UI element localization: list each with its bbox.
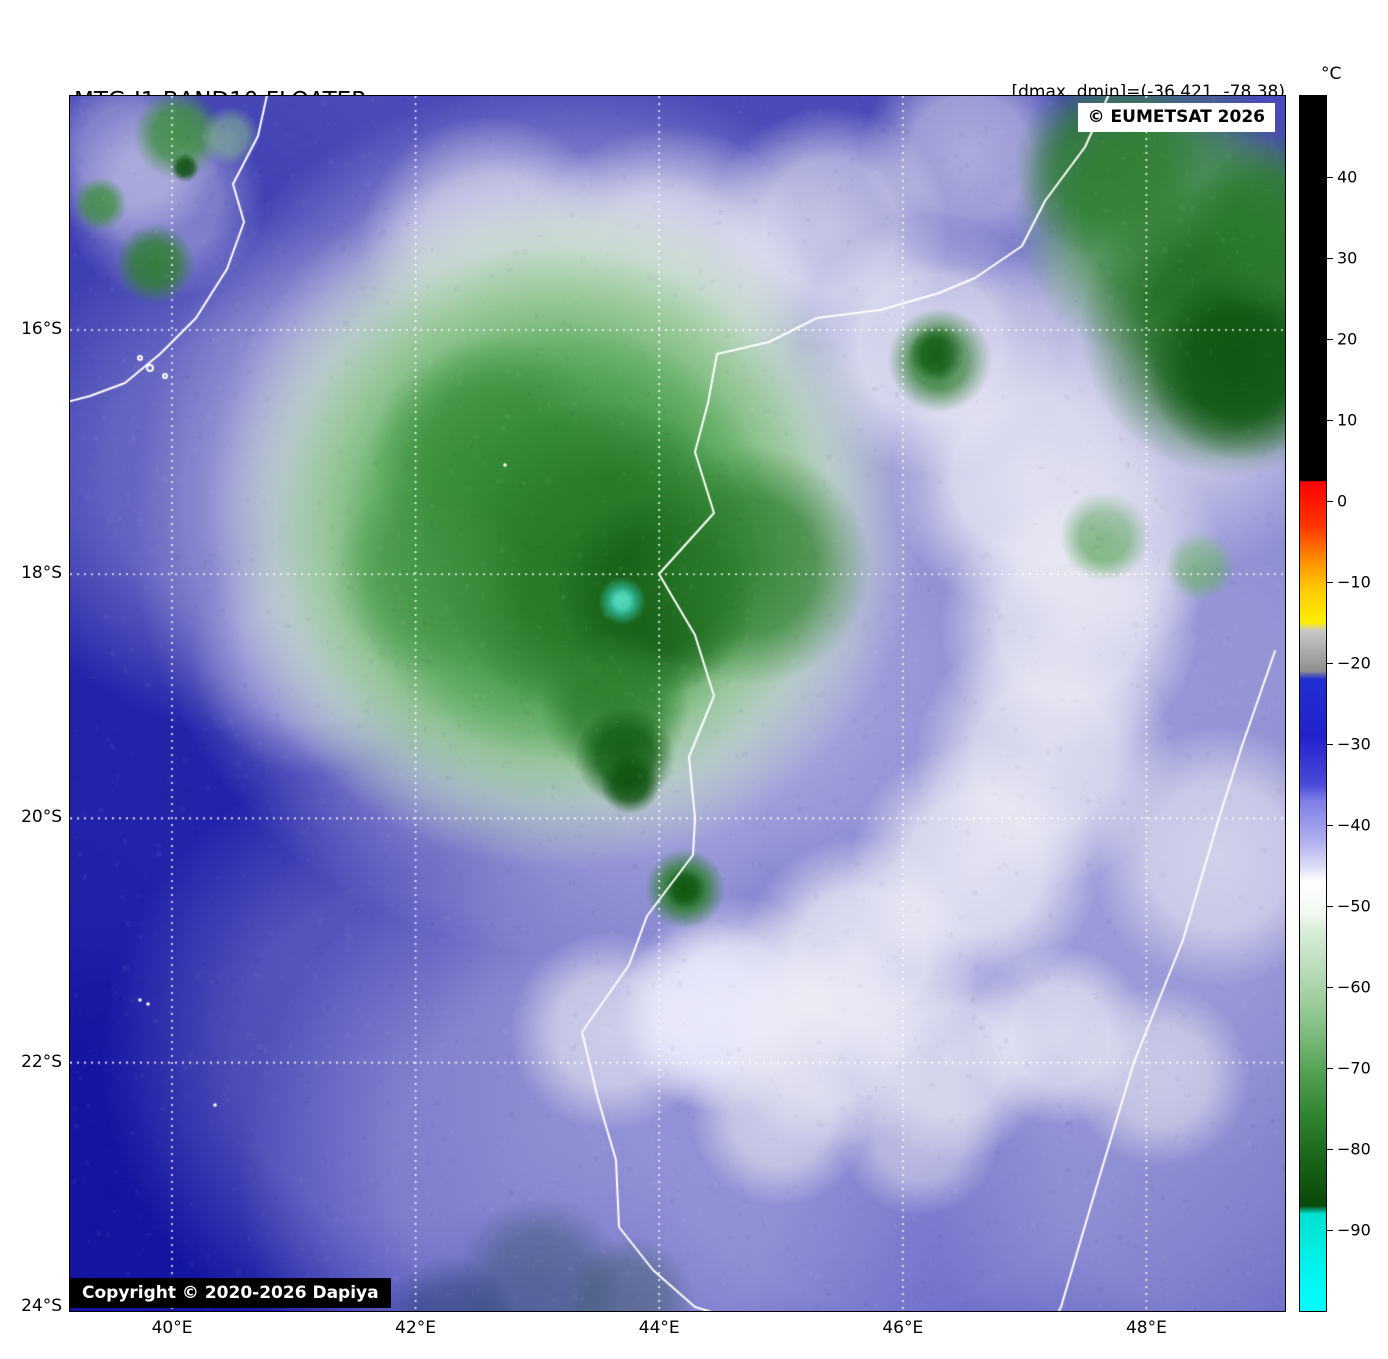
lat-tick-label: 20°S (0, 807, 62, 827)
colorbar-tick-label: 30 (1337, 249, 1357, 268)
colorbar-tick-label: 40 (1337, 168, 1357, 187)
satellite-image (70, 96, 1285, 1311)
colorbar-tick-label: −80 (1337, 1140, 1371, 1159)
colorbar-tick (1327, 906, 1333, 907)
colorbar-tick (1327, 339, 1333, 340)
colorbar-tick (1327, 582, 1333, 583)
lon-tick-label: 40°E (152, 1318, 193, 1338)
colorbar-tick (1327, 177, 1333, 178)
colorbar-tick-label: −10 (1337, 573, 1371, 592)
lon-tick-label: 44°E (639, 1318, 680, 1338)
lat-tick-label: 22°S (0, 1052, 62, 1072)
colorbar-tick-label: −60 (1337, 978, 1371, 997)
colorbar-tick (1327, 420, 1333, 421)
colorbar-tick-label: −40 (1337, 816, 1371, 835)
lat-tick-label: 24°S (0, 1296, 62, 1316)
colorbar-tick-label: −20 (1337, 654, 1371, 673)
eumetsat-copyright-badge: © EUMETSAT 2026 (1078, 103, 1275, 132)
colorbar-tick (1327, 501, 1333, 502)
colorbar-tick (1327, 258, 1333, 259)
colorbar-tick-label: −70 (1337, 1059, 1371, 1078)
colorbar-tick (1327, 663, 1333, 664)
lat-tick-label: 18°S (0, 563, 62, 583)
satellite-viewer: MTG-I1 BAND10 FLOATER Time: 2026/02/11 1… (0, 0, 1388, 1359)
colorbar-gradient (1300, 96, 1326, 1311)
colorbar-tick-label: −90 (1337, 1221, 1371, 1240)
lon-tick-label: 46°E (882, 1318, 923, 1338)
dapiya-copyright-badge: Copyright © 2020-2026 Dapiya (70, 1278, 391, 1308)
colorbar-tick (1327, 1149, 1333, 1150)
colorbar-tick (1327, 744, 1333, 745)
colorbar-tick (1327, 825, 1333, 826)
lon-tick-label: 42°E (395, 1318, 436, 1338)
colorbar-tick (1327, 1230, 1333, 1231)
colorbar-tick (1327, 1068, 1333, 1069)
colorbar-tick (1327, 987, 1333, 988)
colorbar-unit-label: °C (1321, 64, 1341, 84)
lat-tick-label: 16°S (0, 319, 62, 339)
colorbar-tick-label: −50 (1337, 897, 1371, 916)
temperature-colorbar: 40 30 20 10 0 −10 −20 −30 −40 −50 −60 −70 −80 −90 (1300, 96, 1326, 1311)
colorbar-tick-label: 0 (1337, 492, 1347, 511)
colorbar-tick-label: −30 (1337, 735, 1371, 754)
colorbar-tick-label: 10 (1337, 411, 1357, 430)
colorbar-tick-label: 20 (1337, 330, 1357, 349)
satellite-map-frame: © EUMETSAT 2026 Copyright © 2020-2026 Da… (70, 96, 1285, 1311)
lon-tick-label: 48°E (1126, 1318, 1167, 1338)
